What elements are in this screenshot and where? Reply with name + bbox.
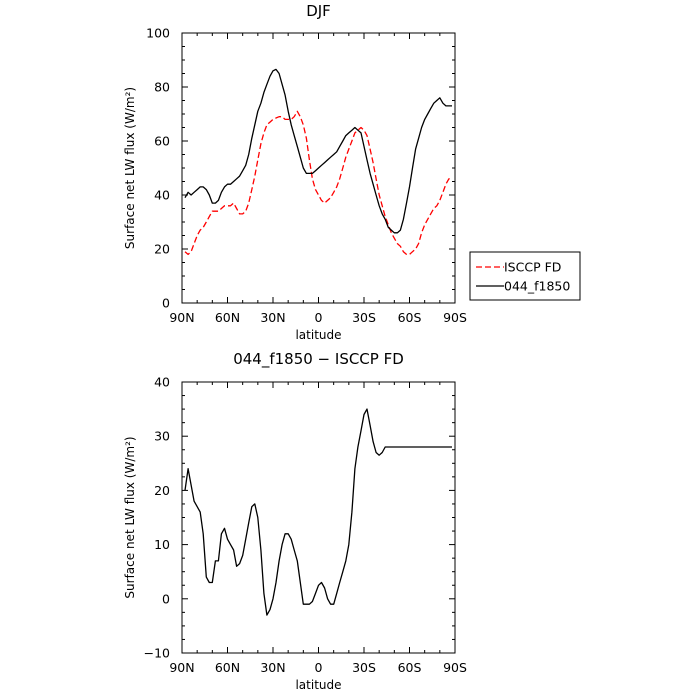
y-tick-label: 20	[154, 483, 170, 498]
y-tick-label: 20	[154, 242, 170, 257]
plot-border	[181, 381, 456, 654]
x-tick-label: 30S	[352, 310, 376, 325]
y-tick-label: 30	[154, 429, 170, 444]
x-tick-label: 30N	[260, 310, 285, 325]
x-tick-label: 30S	[352, 660, 376, 675]
y-tick-labels: 0 20 40 60 80 100	[146, 26, 170, 311]
plot-frame	[181, 381, 456, 654]
legend-label: 044_f1850	[504, 279, 570, 294]
x-tick-label: 30N	[260, 660, 285, 675]
x-tick-label: 60S	[398, 310, 422, 325]
legend-items: ISCCP FD 044_f1850	[476, 260, 570, 294]
plot-frame	[181, 32, 456, 304]
series-line-0	[184, 408, 452, 616]
y-axis-label: Surface net LW flux (W/m²)	[123, 87, 137, 249]
y-tick-label: 100	[146, 26, 170, 41]
y-tick-label: 80	[154, 80, 170, 95]
legend-label: ISCCP FD	[504, 260, 561, 275]
panel-title: 044_f1850 − ISCCP FD	[233, 350, 404, 369]
y-tick-label: 0	[162, 296, 170, 311]
x-tick-label: 0	[315, 660, 323, 675]
x-tick-label: 0	[315, 310, 323, 325]
x-tick-labels: 90N 60N 30N 0 30S 60S 90S	[169, 660, 467, 675]
y-axis-label: Surface net LW flux (W/m²)	[123, 436, 137, 598]
series-line-0	[184, 110, 452, 256]
x-tick-label: 60S	[398, 660, 422, 675]
x-tick-labels: 90N 60N 30N 0 30S 60S 90S	[169, 310, 467, 325]
y-tick-label: 60	[154, 134, 170, 149]
top-panel: DJF 90N 60N 30N 0 30S 60S 90S 0 20 40 60 80 100 lat…	[123, 2, 467, 342]
y-tick-labels: −10 0 10 20 30 40	[144, 375, 170, 661]
series-line-1	[184, 68, 452, 234]
legend-box	[469, 251, 581, 301]
x-tick-label: 60N	[215, 310, 240, 325]
y-tick-label: 0	[162, 591, 170, 606]
y-tick-label: 40	[154, 375, 170, 390]
series-lines	[184, 408, 452, 616]
x-tick-label: 60N	[215, 660, 240, 675]
y-tick-label: 10	[154, 537, 170, 552]
panel-title: DJF	[306, 2, 331, 20]
x-tick-label: 90S	[443, 660, 467, 675]
x-tick-label: 90S	[443, 310, 467, 325]
y-tick-label: −10	[144, 646, 170, 661]
legend: ISCCP FD 044_f1850	[469, 251, 581, 301]
x-axis-label: latitude	[295, 678, 341, 692]
x-tick-label: 90N	[169, 660, 194, 675]
bottom-panel: 044_f1850 − ISCCP FD 90N 60N 30N 0 30S 60S 90S…	[123, 350, 467, 692]
x-axis-label: latitude	[295, 328, 341, 342]
series-lines	[184, 68, 452, 256]
y-tick-label: 40	[154, 188, 170, 203]
x-tick-label: 90N	[169, 310, 194, 325]
